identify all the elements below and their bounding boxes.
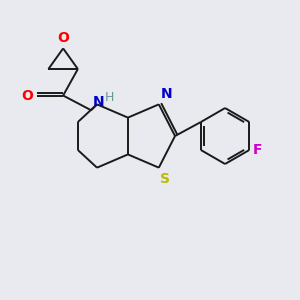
Text: S: S <box>160 172 170 186</box>
Text: F: F <box>253 143 262 157</box>
Text: N: N <box>93 95 104 109</box>
Text: O: O <box>21 88 33 103</box>
Text: H: H <box>105 91 115 104</box>
Text: N: N <box>160 87 172 101</box>
Text: O: O <box>57 31 69 45</box>
